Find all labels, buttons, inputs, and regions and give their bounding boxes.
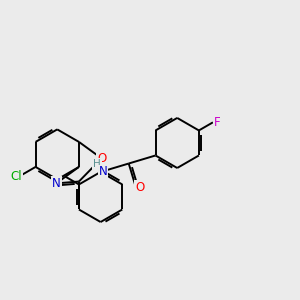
Text: N: N xyxy=(99,166,107,178)
Text: O: O xyxy=(135,181,145,194)
Text: F: F xyxy=(214,116,220,129)
Text: N: N xyxy=(52,177,61,190)
Text: O: O xyxy=(97,152,106,165)
Text: Cl: Cl xyxy=(10,170,22,183)
Text: H: H xyxy=(93,159,101,169)
